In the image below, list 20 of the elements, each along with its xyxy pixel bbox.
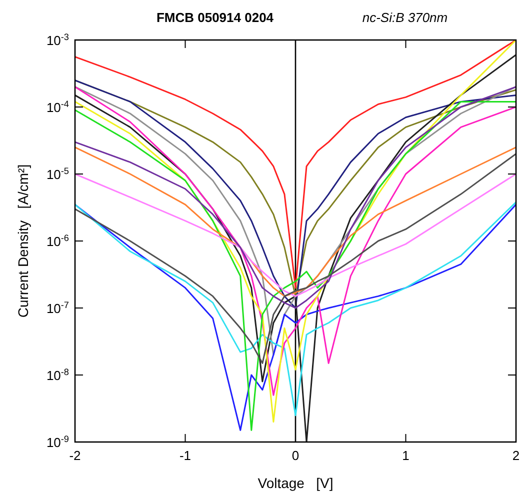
y-tick-label: 10$^{-8}$	[46, 367, 69, 383]
y-tick-label: 10$^{-4}$	[46, 99, 69, 115]
y-tick-label: 10$^{-6}$	[46, 233, 69, 249]
line-series	[75, 153, 516, 364]
chart-title: FMCB 050914 0204	[156, 10, 274, 25]
y-axis-title: Current Density [A/cm²]	[15, 164, 31, 318]
x-tick-label: 0	[292, 448, 300, 463]
x-axis-title: Voltage [V]	[258, 475, 334, 491]
y-tick-label: 10$^{-3}$	[46, 32, 69, 48]
x-tick-label: 1	[402, 448, 410, 463]
line-series	[75, 146, 516, 297]
y-tick-label: 10$^{-7}$	[46, 300, 69, 316]
y-tick-label: 10$^{-9}$	[46, 434, 69, 450]
x-tick-label: -2	[69, 448, 81, 463]
line-series	[75, 40, 516, 289]
chart-subtitle: nc-Si:B 370nm	[362, 10, 448, 25]
y-tick-label: 10$^{-5}$	[46, 166, 69, 182]
x-tick-label: -1	[179, 448, 192, 463]
line-series	[75, 173, 516, 297]
x-tick-label: 2	[512, 448, 520, 463]
